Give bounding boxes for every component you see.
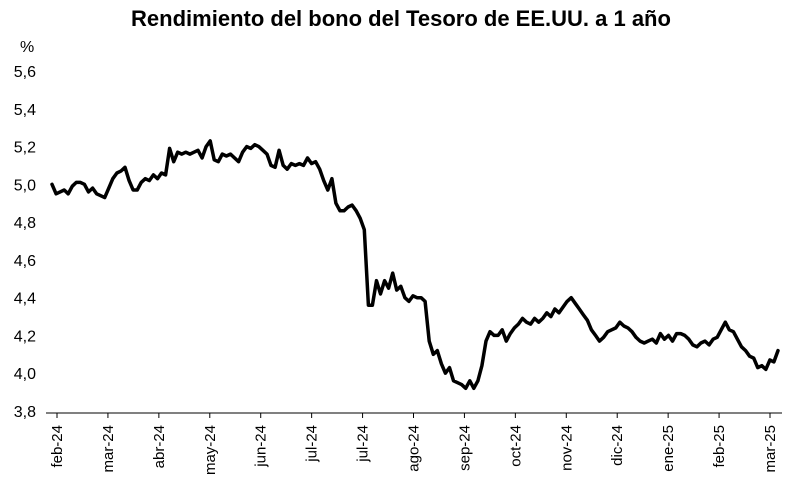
y-tick-label: 4,6 [14, 253, 36, 270]
y-tick-label: 5,0 [14, 177, 36, 194]
y-tick-label: 5,6 [14, 64, 36, 81]
x-tick-label: mar-25 [762, 425, 779, 473]
x-tick-label: oct-24 [507, 425, 524, 467]
x-tick-label: nov-24 [558, 425, 575, 471]
x-tick-label: mar-24 [100, 425, 117, 473]
x-tick-label: feb-25 [711, 425, 728, 468]
x-tick-label: feb-24 [49, 425, 66, 468]
y-tick-label: 4,8 [14, 215, 36, 232]
x-tick-label: jul-24 [304, 425, 321, 463]
x-tick-label: abr-24 [151, 425, 168, 468]
y-tick-label: 4,2 [14, 328, 36, 345]
x-tick-label: ene-25 [660, 425, 677, 472]
y-tick-label: 3,8 [14, 404, 36, 421]
y-axis-ticks: 5,6 5,4 5,2 5,0 4,8 4,6 4,4 4,2 4,0 3,8 [14, 64, 36, 421]
x-axis-ticks: feb-24 mar-24 abr-24 may-24 jun-24 jul-24 jul-… [49, 425, 779, 475]
y-tick-label: 5,2 [14, 140, 36, 157]
x-tick-label: dic-24 [609, 425, 626, 466]
x-tick-label: sep-24 [456, 425, 473, 471]
chart-title: Rendimiento del bono del Tesoro de EE.UU… [131, 6, 671, 31]
x-axis-tickmarks [56, 413, 771, 418]
yield-line [50, 139, 780, 391]
y-tick-label: 4,0 [14, 366, 36, 383]
y-axis-unit-label: % [20, 39, 34, 56]
x-tick-label: ago-24 [406, 425, 423, 472]
x-tick-label: may-24 [202, 425, 219, 475]
y-tick-label: 5,4 [14, 102, 36, 119]
x-tick-label: jul-24 [355, 425, 372, 463]
x-tick-label: jun-24 [253, 425, 270, 468]
y-tick-label: 4,4 [14, 291, 36, 308]
